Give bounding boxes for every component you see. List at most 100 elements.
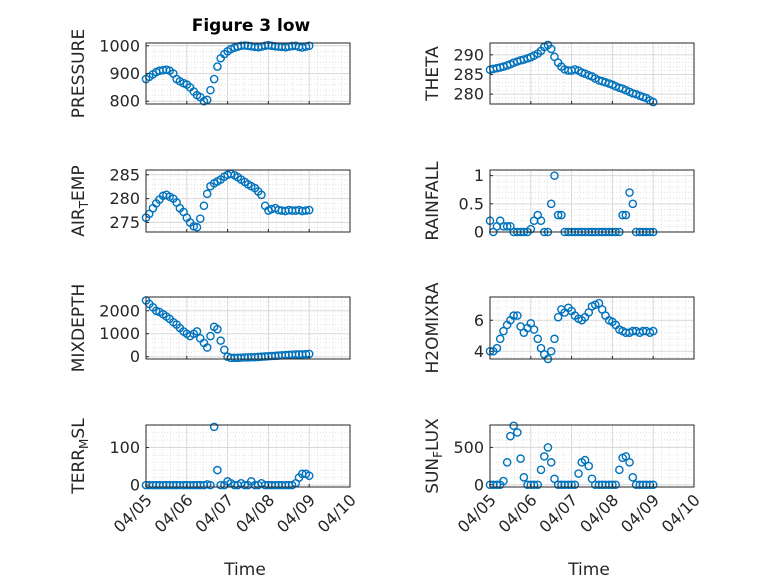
data-point [509,311,518,320]
data-point [536,216,546,226]
y-tick-label: 0 [474,475,484,494]
data-point [304,41,314,51]
y-tick-label: 900 [109,64,140,83]
y-tick-label: 1 [474,166,484,185]
data-point [301,206,311,215]
data-point [192,327,202,336]
data-point [202,95,212,105]
data-point [621,452,631,461]
axes-background [490,170,694,232]
data-point [648,326,658,336]
data-point [546,346,556,356]
data-point [584,461,594,471]
y-tick-label: 0.5 [459,194,484,213]
data-point [202,189,212,199]
data-point [195,214,205,223]
figure-title: Figure 3 low [192,16,311,36]
data-point [533,480,543,490]
data-point [543,443,553,452]
data-point [502,458,512,467]
y-axis-label: PRESSURE [69,29,89,118]
data-point [213,324,222,334]
x-axis-label: Time [223,560,266,580]
data-point [502,222,512,231]
y-axis-label: THETA [423,46,443,102]
y-tick-label: 0 [474,223,484,242]
data-point [553,210,563,220]
data-point [618,210,627,220]
y-axis-label: SUNFLUX [423,418,445,494]
data-point [519,472,529,482]
data-point [539,452,549,461]
y-tick-label: 500 [453,438,484,457]
y-tick-label: 0 [130,476,140,495]
y-tick-label: 290 [453,45,484,64]
y-tick-label: 1000 [99,36,140,55]
data-point [506,431,515,441]
y-tick-label: 280 [109,189,140,208]
data-point [550,334,559,344]
data-point [495,334,505,344]
data-point [615,465,624,475]
data-point [567,480,576,490]
data-point [546,458,556,467]
data-point [257,190,266,200]
data-point [570,65,580,74]
y-tick-label: 1000 [99,324,140,343]
y-axis-label: RAINFALL [423,161,443,241]
data-point [513,428,522,437]
data-point [304,205,314,215]
data-point [533,334,543,344]
data-point [209,74,219,84]
axes-frame [145,169,351,233]
data-point [202,480,212,489]
data-point [206,480,215,490]
data-point [206,331,215,341]
y-axis-label: TERRMSL [69,418,91,495]
data-point [216,336,225,345]
data-point [628,199,638,209]
data-point [628,472,638,482]
data-point [529,325,539,334]
y-tick-label: 6 [474,311,484,330]
y-tick-label: 4 [474,342,484,361]
data-point [240,480,250,490]
data-point [574,469,583,478]
data-point [202,343,212,352]
y-tick-label: 0 [130,347,140,366]
data-point [220,345,229,355]
data-point [199,201,209,211]
axes-frame [489,424,695,488]
data-point [625,188,634,197]
axes-background [146,425,350,487]
y-tick-label: 275 [109,213,140,232]
data-point [621,210,631,220]
data-point [213,465,222,475]
data-point [513,311,522,320]
data-point [209,422,219,432]
y-tick-label: 280 [453,85,484,104]
data-point [301,349,311,359]
subplot-1: 800 900 1000 PRESSURE [69,29,351,118]
subplot-5: 0 1000 2000 MIXDEPTH [69,284,351,372]
data-point [546,199,556,209]
subplot-6: 4 6 H2OMIXRA [423,282,695,374]
data-point [580,455,590,465]
data-point [216,480,225,490]
axes-frame [489,169,695,233]
axes-frame [489,296,695,360]
subplot-4: 0 0.5 1 RAINFALL [423,161,695,242]
y-tick-label: 2000 [99,301,140,320]
data-point [648,97,658,107]
data-point [550,474,559,484]
data-point [509,421,518,431]
subplot-3: 275 280 285 AIRTEMP [69,165,351,237]
y-tick-label: 800 [109,92,140,111]
axes-frame [489,42,695,105]
y-tick-label: 100 [109,438,140,457]
data-point [213,62,222,71]
data-point [546,44,556,54]
data-point [492,480,502,490]
